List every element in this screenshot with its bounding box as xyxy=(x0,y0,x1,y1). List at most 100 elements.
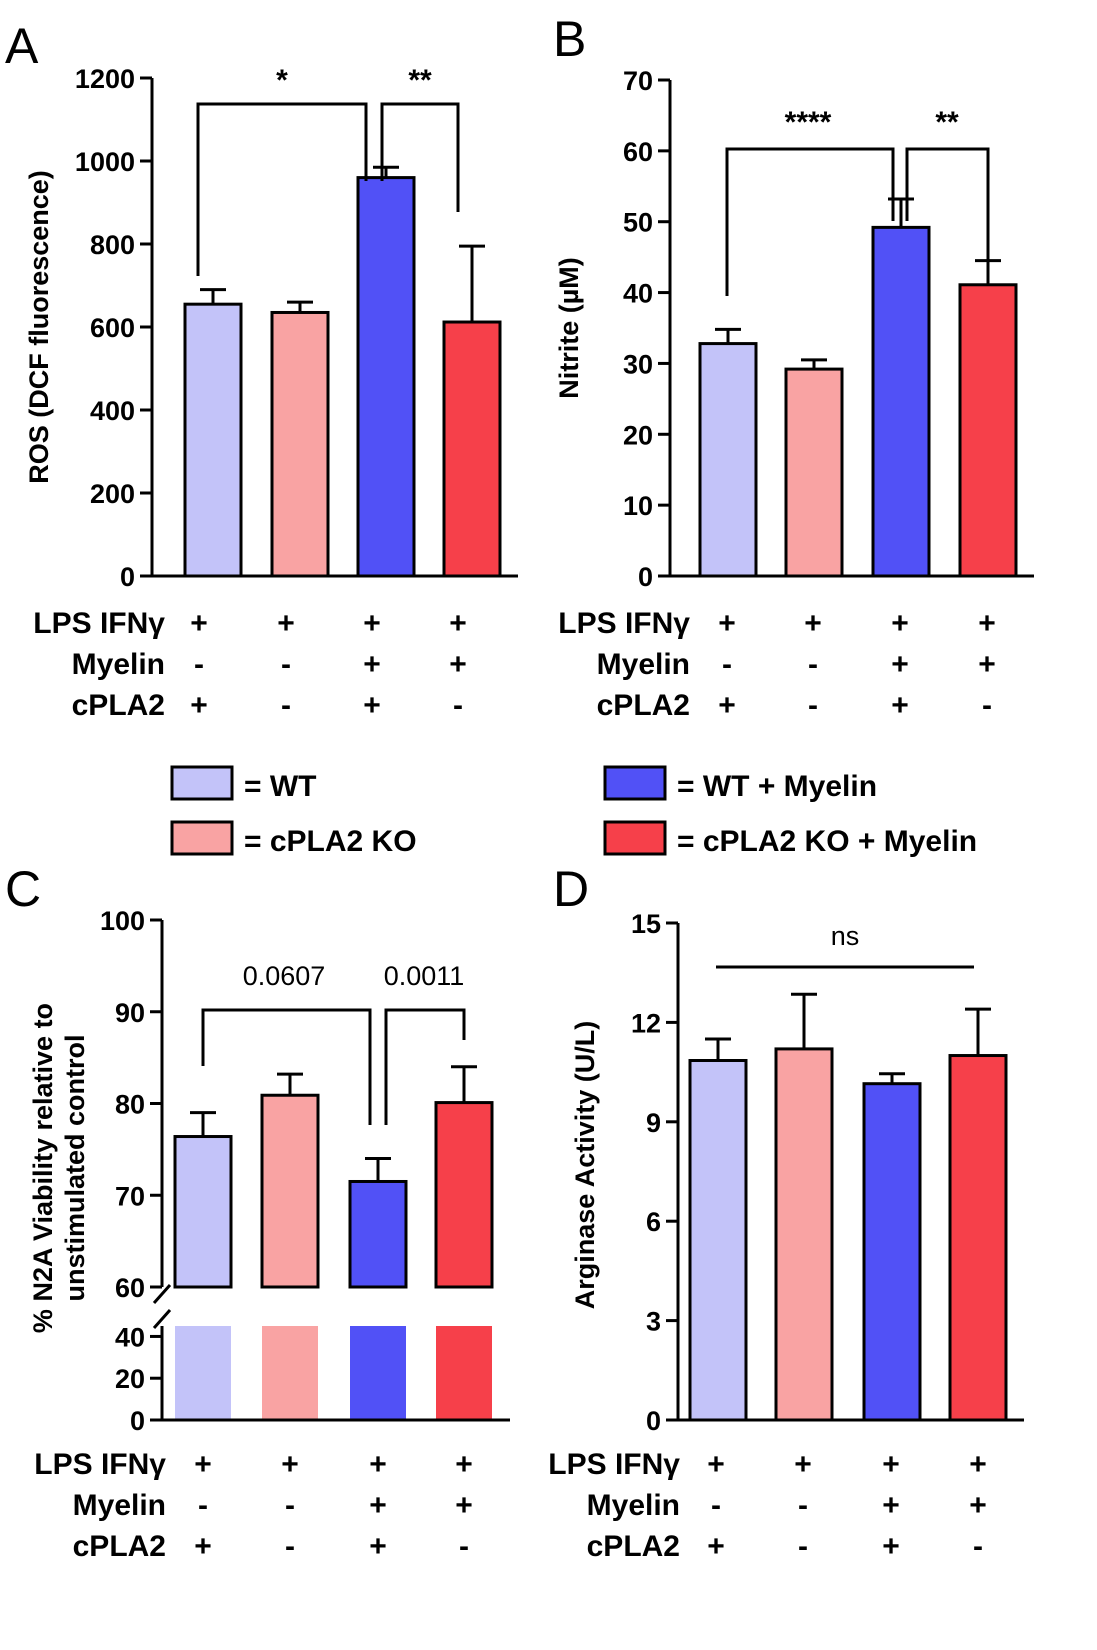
panel-d-condition-sign: + xyxy=(882,1448,900,1481)
panel-b-condition-sign: - xyxy=(808,648,818,681)
panel-b-y-axis-title: Nitrite (µM) xyxy=(554,257,584,399)
panel-c-condition-sign: + xyxy=(455,1489,473,1522)
panel-b-tick-label: 20 xyxy=(623,420,653,450)
panel-c-condition-sign: + xyxy=(369,1489,387,1522)
panel-b-significance-label-2: ** xyxy=(935,106,959,139)
panel-c-axis-break-mark-upper xyxy=(152,1284,172,1304)
panel-d-condition-sign: + xyxy=(882,1530,900,1563)
panel-a-tick-label: 400 xyxy=(90,396,135,426)
panel-a-tick-label: 1200 xyxy=(75,64,135,94)
panel-b-bar-4 xyxy=(958,283,1018,578)
panel-d-bar-1 xyxy=(688,1059,748,1422)
panel-a-tick-label: 800 xyxy=(90,230,135,260)
panel-c-condition-sign: + xyxy=(194,1448,212,1481)
panel-a-condition-sign: + xyxy=(363,607,381,640)
panel-d-bar-4 xyxy=(948,1054,1008,1422)
panel-c-bar-1 xyxy=(173,1135,233,1289)
panel-b-bar-3 xyxy=(871,225,931,578)
panel-d-tick-label: 9 xyxy=(646,1108,661,1138)
panel-b-condition-sign: + xyxy=(718,607,736,640)
panel-c-bar-lower-3 xyxy=(350,1326,406,1420)
panel-a-condition-sign: + xyxy=(190,607,208,640)
legend-label-4: = cPLA2 KO + Myelin xyxy=(677,825,977,858)
panel-b-condition-label-3: cPLA2 xyxy=(597,689,690,722)
panel-c-tick-label: 70 xyxy=(115,1181,145,1211)
panel-d-bar-2 xyxy=(774,1047,834,1422)
panel-c-letter: C xyxy=(5,861,41,917)
panel-a-condition-sign: + xyxy=(277,607,295,640)
panel-a: A 0 200 400 600 800 1000 1200 ROS (DCF fluoresce… xyxy=(5,18,518,722)
panel-c-tick-label: 90 xyxy=(115,998,145,1028)
panel-c-y-axis-title-line-1: % N2A Viability relative to xyxy=(28,1003,58,1333)
panel-c-bar-lower-2 xyxy=(262,1326,318,1420)
panel-d-tick-label: 12 xyxy=(631,1008,661,1038)
panel-c-condition-sign: - xyxy=(285,1530,295,1563)
panel-a-bar-4 xyxy=(442,320,502,578)
panel-d-bar-3 xyxy=(862,1082,922,1422)
panel-a-condition-sign: - xyxy=(281,689,291,722)
panel-d-condition-sign: - xyxy=(798,1530,808,1563)
panel-a-condition-sign: + xyxy=(449,648,467,681)
legend: = WT = WT + Myelin = cPLA2 KO = cPLA2 KO + … xyxy=(170,765,977,858)
panel-c-bar-lower-4 xyxy=(436,1326,492,1420)
panel-a-significance-bracket-1 xyxy=(196,102,368,276)
panel-c-tick-label: 20 xyxy=(115,1364,145,1394)
panel-d: D 0 3 6 9 12 15 Arginase Activity (U/L) ns LPS IF… xyxy=(548,861,1024,1563)
legend-label-1: = WT xyxy=(244,770,317,803)
panel-c-condition-label-2: Myelin xyxy=(73,1489,166,1522)
panel-c-condition-sign: - xyxy=(198,1489,208,1522)
panel-a-letter: A xyxy=(5,18,39,74)
panel-c-significance-label-2: 0.0011 xyxy=(384,961,465,991)
panel-b-tick-label: 60 xyxy=(623,137,653,167)
panel-a-condition-sign: + xyxy=(449,607,467,640)
panel-b-significance-label-1: **** xyxy=(785,106,832,139)
panel-b-condition-label-1: LPS IFNγ xyxy=(558,607,690,640)
panel-a-significance-label-2: ** xyxy=(408,64,432,97)
panel-c-tick-label: 80 xyxy=(115,1090,145,1120)
panel-b-condition-sign: + xyxy=(891,689,909,722)
panel-a-bar-3 xyxy=(356,176,416,578)
panel-d-condition-sign: + xyxy=(707,1530,725,1563)
panel-d-condition-sign: - xyxy=(711,1489,721,1522)
panel-a-condition-sign: + xyxy=(363,689,381,722)
panel-b-significance-bracket-1 xyxy=(725,147,895,296)
panel-d-tick-label: 3 xyxy=(646,1307,661,1337)
panel-c-tick-label: 40 xyxy=(115,1322,145,1352)
panel-c-y-axis-title-line-2: unstimulated control xyxy=(60,1034,90,1301)
panel-d-condition-sign: - xyxy=(973,1530,983,1563)
panel-a-tick-label: 0 xyxy=(120,562,135,592)
panel-a-condition-label-3: cPLA2 xyxy=(72,689,165,722)
panel-c-tick-label: 100 xyxy=(100,906,145,936)
panel-b-condition-sign: + xyxy=(978,648,996,681)
panel-b-bar-2 xyxy=(784,367,844,578)
panel-b-condition-sign: + xyxy=(891,607,909,640)
panel-a-condition-sign: + xyxy=(190,689,208,722)
panel-a-significance-label-1: * xyxy=(276,64,288,97)
panel-d-condition-sign: + xyxy=(969,1448,987,1481)
panel-c-bar-2 xyxy=(260,1093,320,1289)
legend-swatch-3 xyxy=(170,820,234,856)
panel-b-tick-label: 40 xyxy=(623,279,653,309)
panel-d-condition-sign: + xyxy=(794,1448,812,1481)
panel-c-condition-sign: + xyxy=(281,1448,299,1481)
legend-swatch-4 xyxy=(603,820,667,856)
panel-d-tick-label: 6 xyxy=(646,1207,661,1237)
legend-swatch-2 xyxy=(603,765,667,801)
panel-d-condition-sign: + xyxy=(882,1489,900,1522)
panel-c-bar-3 xyxy=(348,1179,408,1289)
panel-a-condition-label-2: Myelin xyxy=(72,648,165,681)
panel-c-tick-label: 60 xyxy=(115,1273,145,1303)
panel-b-tick-label: 30 xyxy=(623,349,653,379)
panel-d-condition-sign: - xyxy=(798,1489,808,1522)
panel-b-letter: B xyxy=(553,11,586,67)
panel-a-tick-label: 1000 xyxy=(75,147,135,177)
panel-a-condition-label-1: LPS IFNγ xyxy=(33,607,165,640)
panel-d-condition-label-3: cPLA2 xyxy=(587,1530,680,1563)
panel-c: C 0 20 40 60 70 80 90 100 % N2A Viability relativ… xyxy=(5,861,510,1563)
panel-b-condition-sign: + xyxy=(978,607,996,640)
panel-c-significance-bracket-1 xyxy=(201,1008,372,1125)
panel-c-significance-label-1: 0.0607 xyxy=(243,961,326,991)
panel-d-condition-sign: + xyxy=(707,1448,725,1481)
